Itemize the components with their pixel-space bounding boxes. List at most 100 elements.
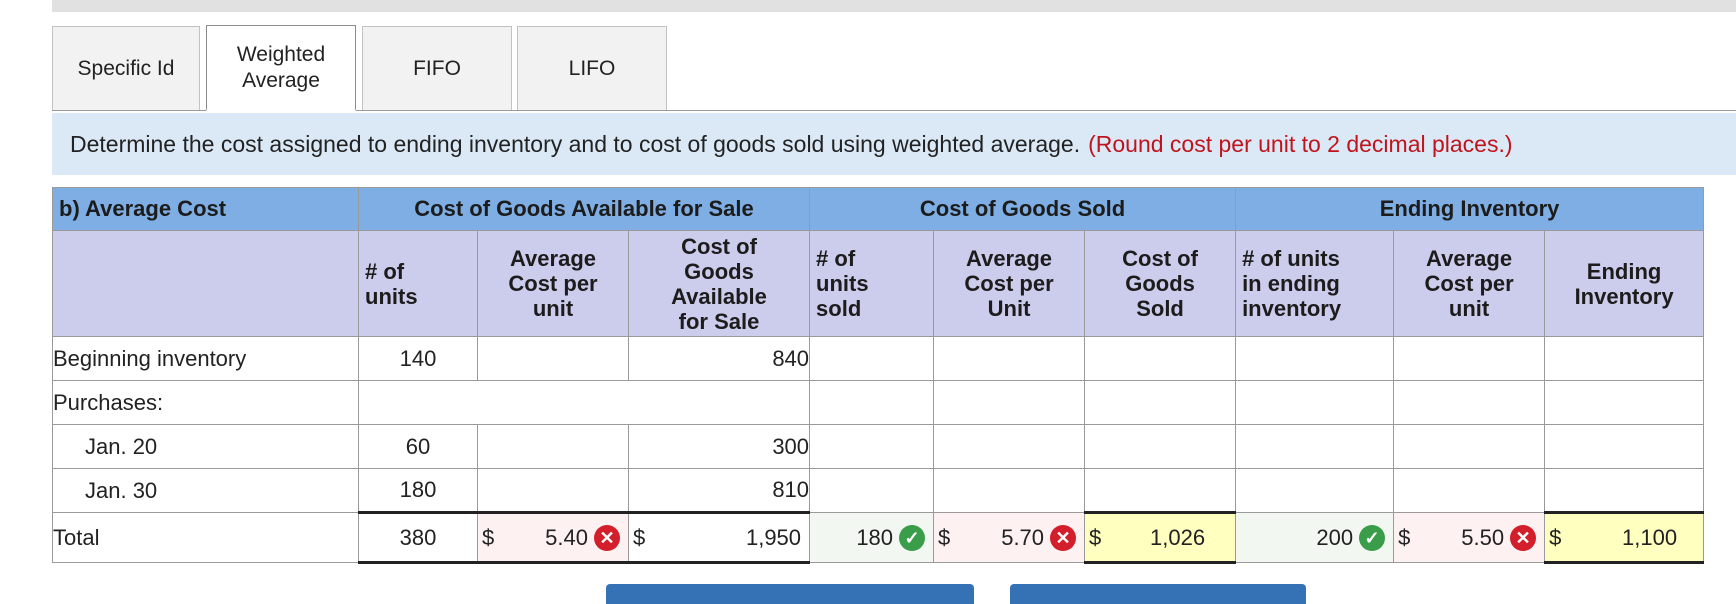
empty-cell [933, 380, 1086, 425]
table-row: Beginning inventory 140 840 [52, 336, 1705, 381]
empty-cell [1084, 380, 1237, 425]
table-row: Jan. 30 180 810 [52, 468, 1705, 513]
units-cell: 140 [358, 336, 478, 381]
group-ending-inventory: Ending Inventory [1235, 187, 1705, 231]
group-header-row: b) Average Cost Cost of Goods Available … [52, 187, 1705, 231]
cost-cell: 840 [627, 336, 811, 381]
prev-button[interactable] [606, 584, 974, 604]
ending-units-value: 200 [1316, 524, 1354, 550]
tab-weighted-average[interactable]: Weighted Average [206, 25, 356, 111]
empty-cell [933, 424, 1086, 469]
empty-cell [1544, 468, 1705, 513]
empty-cell [933, 336, 1086, 381]
total-label: Total [52, 512, 359, 563]
col-cogs: Cost of Goods Sold [1084, 230, 1237, 337]
cost-cell: 300 [627, 424, 811, 469]
correct-icon: ✓ [899, 524, 926, 551]
row-label: Jan. 20 [52, 424, 359, 469]
incorrect-icon: ✕ [594, 524, 620, 551]
cost-cell: 810 [627, 468, 811, 513]
col-ending-units: # of units in ending inventory [1235, 230, 1395, 337]
empty-cell [1544, 336, 1705, 381]
corner-label: b) Average Cost [52, 187, 359, 231]
empty-cell [1393, 380, 1546, 425]
col-ending-avg-cost: Average Cost per unit [1393, 230, 1546, 337]
ending-inventory-value: 1,100 [1622, 524, 1678, 550]
cogs-input[interactable]: $ 1,026 [1084, 511, 1237, 564]
rounding-note: (Round cost per unit to 2 decimal places… [1088, 130, 1513, 157]
empty-cell [1235, 468, 1395, 513]
instruction-text: Determine the cost assigned to ending in… [70, 130, 1081, 157]
tab-specific-id[interactable]: Specific Id [52, 26, 200, 110]
col-units-sold: # of units sold [809, 230, 935, 337]
tab-fifo[interactable]: FIFO [362, 26, 512, 110]
units-sold-value: 180 [856, 524, 894, 550]
currency-sign: $ [938, 524, 951, 550]
tab-label: FIFO [413, 56, 461, 80]
currency-sign: $ [1089, 524, 1102, 550]
currency-sign: $ [1549, 524, 1562, 550]
group-available: Cost of Goods Available for Sale [357, 187, 811, 231]
correct-icon: ✓ [1359, 524, 1386, 551]
sub-header-row: # of units Average Cost per unit Cost of… [52, 230, 1705, 337]
col-avg-cost: Average Cost per unit [477, 230, 629, 337]
col-cogs-avg-cost: Average Cost per Unit [933, 230, 1086, 337]
currency-sign: $ [482, 524, 495, 550]
empty-cell [1393, 336, 1546, 381]
average-cost-table: b) Average Cost Cost of Goods Available … [52, 187, 1705, 564]
goods-available-value: 1,950 [745, 524, 802, 550]
avg-cost-cell [477, 424, 629, 469]
avg-cost-value: 5.40 [545, 524, 588, 550]
ending-inventory-input[interactable]: $ 1,100 [1544, 511, 1705, 564]
empty-cell [1235, 336, 1395, 381]
cogs-avg-cost-value: 5.70 [1001, 524, 1045, 550]
col-ending-inventory: Ending Inventory [1544, 230, 1705, 337]
empty-cell [357, 380, 811, 425]
col-goods-available: Cost of Goods Available for Sale [627, 230, 811, 337]
total-row: Total 380 $ 5.40 ✕ $ 1,950 180 ✓ $ 5.70 ✕ $… [52, 511, 1705, 564]
empty-cell [1084, 468, 1237, 513]
avg-cost-cell [477, 468, 629, 513]
empty-cell [809, 468, 935, 513]
empty-cell [933, 468, 1086, 513]
units-cell: 60 [358, 424, 478, 469]
empty-cell [1393, 468, 1546, 513]
tab-label: Weighted Average [236, 42, 326, 92]
table-row: Jan. 20 60 300 [52, 424, 1705, 469]
cogs-value: 1,026 [1150, 524, 1206, 550]
empty-cell [1084, 424, 1237, 469]
row-label: Jan. 30 [52, 468, 359, 513]
empty-cell [1235, 380, 1395, 425]
tab-label: Specific Id [77, 56, 175, 80]
incorrect-icon: ✕ [1050, 524, 1077, 551]
tabs-baseline [52, 110, 1736, 111]
tab-label: LIFO [568, 56, 616, 80]
row-label: Beginning inventory [52, 336, 359, 381]
cogs-avg-cost-input[interactable]: $ 5.70 ✕ [933, 512, 1086, 563]
units-cell: 180 [358, 468, 478, 513]
method-tabs: Specific Id Weighted Average FIFO LIFO [52, 25, 1736, 111]
empty-cell [1393, 424, 1546, 469]
avg-cost-input[interactable]: $ 5.40 ✕ [477, 511, 629, 564]
total-units: 380 [358, 511, 478, 564]
instruction-banner: Determine the cost assigned to ending in… [52, 113, 1736, 175]
empty-cell [809, 336, 935, 381]
goods-available-input[interactable]: $ 1,950 [627, 511, 811, 564]
col-units: # of units [358, 230, 478, 337]
row-label: Purchases: [52, 380, 359, 425]
ending-units-input[interactable]: 200 ✓ [1235, 512, 1395, 563]
tab-lifo[interactable]: LIFO [517, 26, 667, 110]
empty-cell [1544, 380, 1705, 425]
empty-cell [809, 380, 935, 425]
empty-cell [1544, 424, 1705, 469]
avg-cost-cell [477, 336, 629, 381]
group-cogs: Cost of Goods Sold [809, 187, 1237, 231]
incorrect-icon: ✕ [1510, 524, 1537, 551]
units-sold-input[interactable]: 180 ✓ [809, 512, 935, 563]
top-bar [52, 0, 1736, 12]
table-row: Purchases: [52, 380, 1705, 425]
ending-avg-cost-input[interactable]: $ 5.50 ✕ [1393, 512, 1546, 563]
empty-cell [809, 424, 935, 469]
sub-header-blank [52, 230, 359, 337]
next-button[interactable] [1010, 584, 1306, 604]
